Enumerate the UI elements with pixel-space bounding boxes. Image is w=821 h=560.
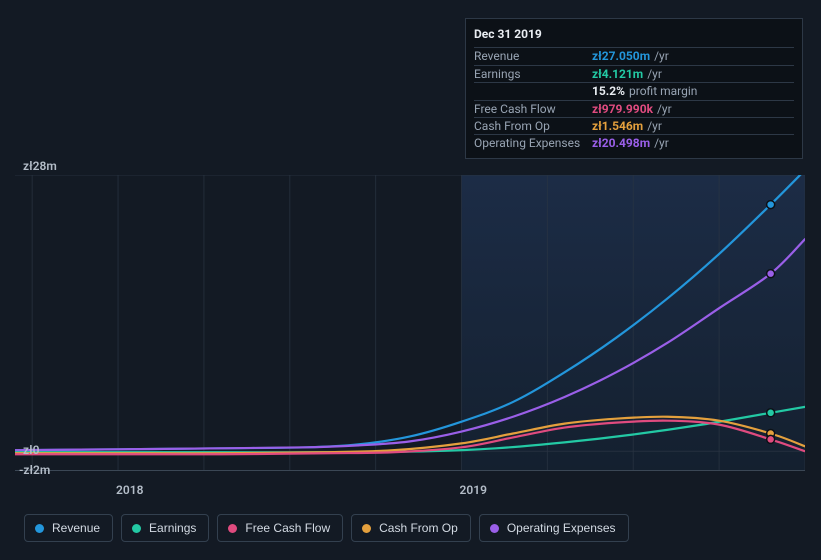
financials-chart bbox=[15, 175, 805, 471]
marker-opex bbox=[767, 270, 775, 278]
legend-label: Cash From Op bbox=[379, 521, 458, 535]
y-tick-label: zł0 bbox=[23, 443, 40, 457]
tooltip-row: Revenuezł27.050m/yr bbox=[474, 47, 794, 64]
y-tick-label: -zł2m bbox=[19, 463, 50, 477]
y-tick-label: zł28m bbox=[23, 159, 57, 173]
data-tooltip: Dec 31 2019 Revenuezł27.050m/yrEarningsz… bbox=[465, 18, 803, 159]
x-tick-label: 2019 bbox=[460, 483, 487, 497]
legend-dot-icon bbox=[228, 524, 237, 533]
marker-earnings bbox=[767, 409, 775, 417]
tooltip-row-label: Earnings bbox=[474, 67, 592, 81]
legend-dot-icon bbox=[132, 524, 141, 533]
legend: Revenue Earnings Free Cash Flow Cash From O… bbox=[24, 514, 629, 542]
tooltip-row-label: Revenue bbox=[474, 49, 592, 63]
tooltip-row-value: zł979.990k/yr bbox=[592, 102, 672, 116]
tooltip-row-label bbox=[474, 84, 592, 98]
tooltip-row-value: zł27.050m/yr bbox=[592, 49, 669, 63]
legend-dot-icon bbox=[490, 524, 499, 533]
tooltip-row-value: zł1.546m/yr bbox=[592, 119, 662, 133]
legend-item-cfo[interactable]: Cash From Op bbox=[351, 514, 471, 542]
legend-label: Revenue bbox=[52, 521, 100, 535]
tooltip-row-value: 15.2%profit margin bbox=[592, 84, 697, 98]
tooltip-row-label: Operating Expenses bbox=[474, 136, 592, 150]
tooltip-rows: Revenuezł27.050m/yrEarningszł4.121m/yr15… bbox=[474, 47, 794, 151]
legend-label: Free Cash Flow bbox=[245, 521, 330, 535]
chart-svg bbox=[15, 175, 805, 471]
legend-dot-icon bbox=[362, 524, 371, 533]
legend-label: Operating Expenses bbox=[507, 521, 616, 535]
x-tick-label: 2018 bbox=[116, 483, 143, 497]
marker-revenue bbox=[767, 201, 775, 209]
legend-item-earnings[interactable]: Earnings bbox=[121, 514, 209, 542]
tooltip-row-value: zł20.498m/yr bbox=[592, 136, 669, 150]
tooltip-date: Dec 31 2019 bbox=[474, 23, 794, 47]
tooltip-row: Earningszł4.121m/yr bbox=[474, 65, 794, 82]
legend-item-revenue[interactable]: Revenue bbox=[24, 514, 113, 542]
tooltip-row: Operating Expenseszł20.498m/yr bbox=[474, 134, 794, 151]
marker-fcf bbox=[767, 435, 775, 443]
legend-label: Earnings bbox=[149, 521, 196, 535]
legend-item-fcf[interactable]: Free Cash Flow bbox=[217, 514, 343, 542]
tooltip-row-value: zł4.121m/yr bbox=[592, 67, 662, 81]
legend-dot-icon bbox=[35, 524, 44, 533]
tooltip-row-label: Free Cash Flow bbox=[474, 102, 592, 116]
tooltip-row: 15.2%profit margin bbox=[474, 82, 794, 99]
tooltip-row: Free Cash Flowzł979.990k/yr bbox=[474, 100, 794, 117]
tooltip-row: Cash From Opzł1.546m/yr bbox=[474, 117, 794, 134]
tooltip-row-label: Cash From Op bbox=[474, 119, 592, 133]
legend-item-opex[interactable]: Operating Expenses bbox=[479, 514, 629, 542]
